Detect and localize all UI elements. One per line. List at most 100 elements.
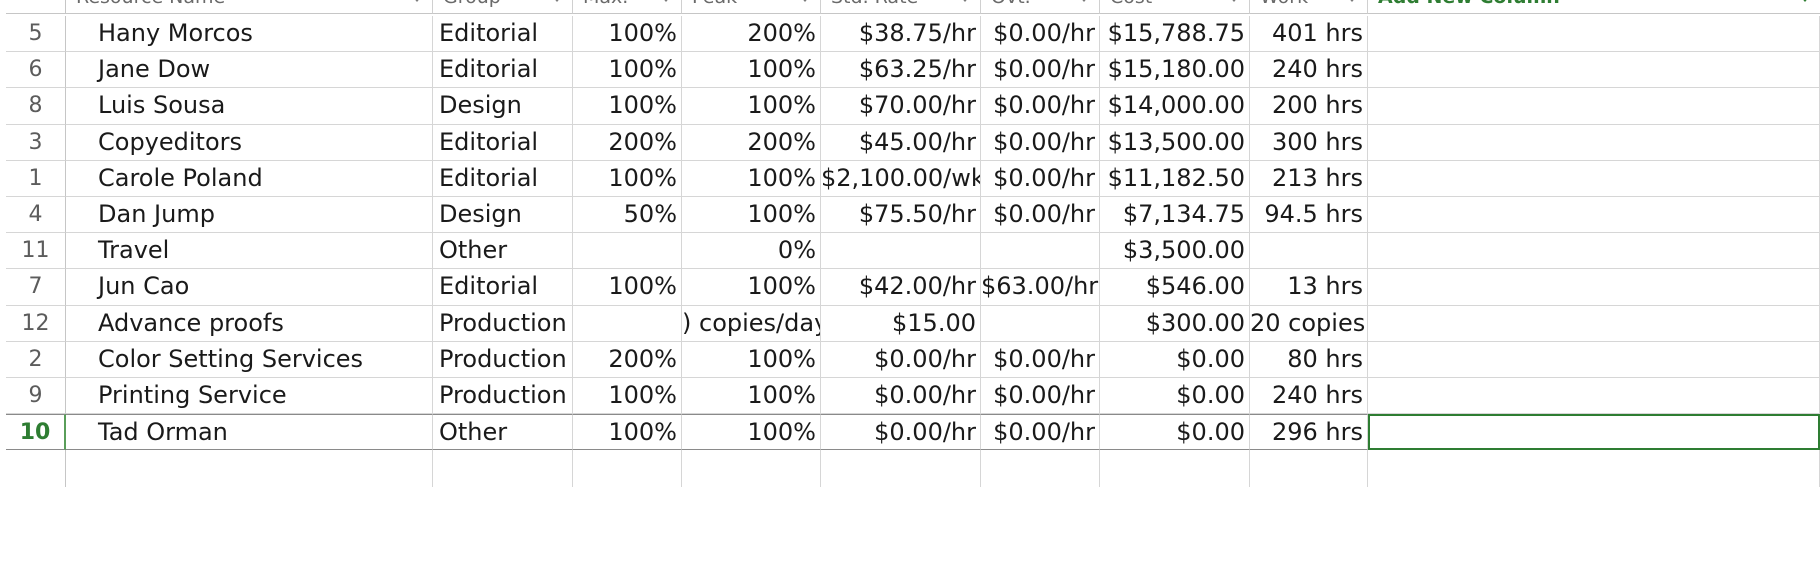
cell-std-rate[interactable]: $45.00/hr	[821, 124, 981, 161]
cell-cost[interactable]: $3,500.00	[1100, 233, 1250, 270]
cell-std-rate[interactable]: $15.00	[821, 305, 981, 342]
cell-peak[interactable]: 200%	[682, 16, 821, 53]
cell-group[interactable]: Production	[433, 341, 573, 378]
cell-peak[interactable]: 100%	[682, 378, 821, 415]
cell-add[interactable]	[1368, 269, 1820, 306]
dropdown-arrow-icon[interactable]	[960, 0, 970, 2]
cell-max[interactable]: 50%	[573, 197, 682, 234]
cell-max[interactable]: 100%	[573, 160, 682, 197]
cell-group[interactable]: Editorial	[433, 16, 573, 53]
cell-cost[interactable]: $546.00	[1100, 269, 1250, 306]
cell-max[interactable]: 100%	[573, 88, 682, 125]
cell-max[interactable]: 100%	[573, 16, 682, 53]
cell-add[interactable]	[1368, 450, 1820, 487]
cell-id[interactable]: 5	[6, 16, 66, 53]
cell-std-rate[interactable]: $63.25/hr	[821, 52, 981, 89]
table-row[interactable]: 10 Tad Orman Other 100% 100% $0.00/hr $0.00/hr…	[0, 414, 1820, 451]
cell-max[interactable]	[573, 305, 682, 342]
cell-id[interactable]: 1	[6, 160, 66, 197]
table-row[interactable]: 5 Hany Morcos Editorial 100% 200% $38.75/hr $0…	[0, 16, 1820, 53]
cell-work[interactable]: 213 hrs	[1250, 160, 1368, 197]
cell-work[interactable]: 20 copies	[1250, 305, 1368, 342]
cell-group[interactable]: Editorial	[433, 52, 573, 89]
cell-add[interactable]	[1368, 160, 1820, 197]
cell-cost[interactable]: $0.00	[1100, 414, 1250, 451]
cell-work[interactable]	[1250, 233, 1368, 270]
cell-group[interactable]: Design	[433, 88, 573, 125]
cell-id[interactable]: 12	[6, 305, 66, 342]
cell-add[interactable]	[1368, 378, 1820, 415]
cell-name[interactable]: Luis Sousa	[66, 88, 433, 125]
cell-work[interactable]: 80 hrs	[1250, 341, 1368, 378]
cell-work[interactable]: 401 hrs	[1250, 16, 1368, 53]
column-header-cost[interactable]: Cost	[1100, 0, 1250, 14]
cell-name[interactable]	[66, 450, 433, 487]
table-row[interactable]: 7 Jun Cao Editorial 100% 100% $42.00/hr $63.00…	[0, 269, 1820, 306]
dropdown-arrow-icon[interactable]	[661, 0, 671, 2]
cell-cost[interactable]: $15,788.75	[1100, 16, 1250, 53]
cell-work[interactable]: 296 hrs	[1250, 414, 1368, 451]
cell-group[interactable]: Editorial	[433, 269, 573, 306]
column-header-work[interactable]: Work	[1250, 0, 1368, 14]
cell-group[interactable]: Production	[433, 378, 573, 415]
cell-ovt[interactable]: $0.00/hr	[981, 124, 1100, 161]
cell-group[interactable]	[433, 450, 573, 487]
cell-work[interactable]: 240 hrs	[1250, 378, 1368, 415]
cell-peak[interactable]: ) copies/day	[682, 305, 821, 342]
column-header-ovt[interactable]: Ovt.	[981, 0, 1100, 14]
cell-peak[interactable]: 100%	[682, 197, 821, 234]
cell-std-rate[interactable]: $75.50/hr	[821, 197, 981, 234]
cell-max[interactable]: 200%	[573, 341, 682, 378]
cell-name[interactable]: Color Setting Services	[66, 341, 433, 378]
cell-add[interactable]	[1368, 124, 1820, 161]
cell-ovt[interactable]: $0.00/hr	[981, 160, 1100, 197]
cell-id[interactable]: 4	[6, 197, 66, 234]
cell-group[interactable]: Other	[433, 233, 573, 270]
cell-ovt[interactable]: $63.00/hr	[981, 269, 1100, 306]
cell-id[interactable]	[6, 450, 66, 487]
cell-group[interactable]: Other	[433, 414, 573, 451]
dropdown-arrow-icon[interactable]	[1800, 0, 1810, 2]
cell-add[interactable]	[1368, 233, 1820, 270]
cell-peak[interactable]: 100%	[682, 52, 821, 89]
table-row[interactable]: 9 Printing Service Production 100% 100% $0.00…	[0, 378, 1820, 415]
cell-name[interactable]: Advance proofs	[66, 305, 433, 342]
cell-work[interactable]	[1250, 450, 1368, 487]
table-row[interactable]: 11 Travel Other 0% $3,500.00	[0, 233, 1820, 270]
cell-cost[interactable]: $13,500.00	[1100, 124, 1250, 161]
column-header-add[interactable]: Add New Column	[1368, 0, 1820, 14]
empty-row[interactable]	[0, 450, 1820, 487]
table-row[interactable]: 6 Jane Dow Editorial 100% 100% $63.25/hr $0.00…	[0, 52, 1820, 89]
cell-id[interactable]: 10	[6, 414, 66, 451]
cell-peak[interactable]: 100%	[682, 414, 821, 451]
cell-add[interactable]	[1368, 197, 1820, 234]
cell-work[interactable]: 13 hrs	[1250, 269, 1368, 306]
dropdown-arrow-icon[interactable]	[1079, 0, 1089, 2]
dropdown-arrow-icon[interactable]	[1229, 0, 1239, 2]
cell-group[interactable]: Design	[433, 197, 573, 234]
cell-ovt[interactable]: $0.00/hr	[981, 414, 1100, 451]
cell-work[interactable]: 200 hrs	[1250, 88, 1368, 125]
column-header-id[interactable]	[6, 0, 66, 14]
cell-name[interactable]: Travel	[66, 233, 433, 270]
cell-name[interactable]: Hany Morcos	[66, 16, 433, 53]
cell-id[interactable]: 2	[6, 341, 66, 378]
cell-add[interactable]	[1368, 414, 1820, 451]
cell-std-rate[interactable]: $0.00/hr	[821, 341, 981, 378]
column-header-max[interactable]: Max.	[573, 0, 682, 14]
cell-std-rate[interactable]: $42.00/hr	[821, 269, 981, 306]
column-header-std-rate[interactable]: Std. Rate	[821, 0, 981, 14]
cell-peak[interactable]: 0%	[682, 233, 821, 270]
cell-ovt[interactable]	[981, 450, 1100, 487]
cell-group[interactable]: Editorial	[433, 124, 573, 161]
cell-ovt[interactable]: $0.00/hr	[981, 16, 1100, 53]
table-row[interactable]: 3 Copyeditors Editorial 200% 200% $45.00/hr $0…	[0, 124, 1820, 161]
cell-name[interactable]: Carole Poland	[66, 160, 433, 197]
cell-std-rate[interactable]	[821, 450, 981, 487]
cell-group[interactable]: Production	[433, 305, 573, 342]
cell-add[interactable]	[1368, 16, 1820, 53]
cell-cost[interactable]: $0.00	[1100, 341, 1250, 378]
cell-max[interactable]	[573, 233, 682, 270]
cell-name[interactable]: Dan Jump	[66, 197, 433, 234]
cell-add[interactable]	[1368, 52, 1820, 89]
